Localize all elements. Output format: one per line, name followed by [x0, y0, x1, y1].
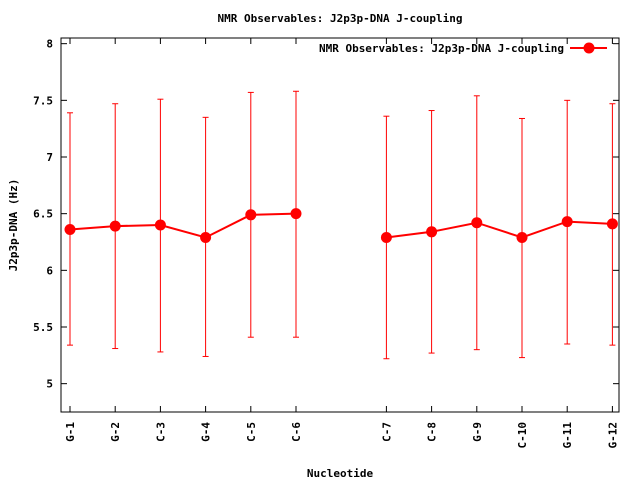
x-tick-label: G-12 — [606, 422, 619, 449]
x-tick-label: C-8 — [426, 422, 439, 442]
legend-marker — [583, 42, 595, 54]
data-point — [64, 224, 76, 236]
legend-label: NMR Observables: J2p3p-DNA J-coupling — [319, 42, 564, 55]
data-point — [245, 209, 257, 221]
data-point — [516, 231, 528, 243]
x-tick-label: G-1 — [64, 422, 77, 442]
data-point — [200, 231, 212, 243]
y-tick-label: 7.5 — [33, 94, 53, 107]
y-tick-label: 6 — [46, 264, 53, 277]
y-tick-label: 5 — [46, 378, 53, 391]
data-point — [380, 231, 392, 243]
x-tick-label: G-4 — [200, 422, 213, 442]
y-tick-label: 8 — [46, 38, 53, 51]
data-point — [109, 220, 121, 232]
chart-title: NMR Observables: J2p3p-DNA J-coupling — [217, 12, 462, 25]
plot-frame — [60, 37, 620, 413]
data-point — [471, 217, 483, 229]
series-line — [386, 220, 613, 239]
y-tick-label: 5.5 — [33, 321, 53, 334]
x-tick-label: C-5 — [245, 422, 258, 442]
y-tick-label: 7 — [46, 151, 53, 164]
x-tick-label: C-6 — [290, 422, 303, 442]
x-tick-label: G-11 — [561, 422, 574, 449]
series-layer — [64, 90, 618, 360]
data-point — [561, 216, 573, 228]
x-tick-label: C-3 — [154, 422, 167, 442]
x-tick-label: C-10 — [516, 422, 529, 449]
y-tick-label: 6.5 — [33, 208, 53, 221]
x-tick-label: G-9 — [471, 422, 484, 442]
x-axis-label: Nucleotide — [307, 467, 374, 480]
x-tick-label: C-7 — [380, 422, 393, 442]
y-axis: 5 5.5 6 6.5 7 7.5 8 — [33, 38, 619, 391]
data-point — [290, 208, 302, 220]
x-tick-label: G-2 — [109, 422, 122, 442]
data-point — [154, 219, 166, 231]
x-axis: G-1 G-2 C-3 G-4 C-5 C-6 C-7 C-8 G-9 C-10 G-11 G-12 — [64, 38, 619, 449]
data-point — [606, 218, 618, 230]
y-axis-label: J2p3p-DNA (Hz) — [7, 179, 20, 272]
legend: NMR Observables: J2p3p-DNA J-coupling — [319, 42, 607, 55]
data-point — [426, 226, 438, 238]
series-line — [69, 212, 297, 239]
